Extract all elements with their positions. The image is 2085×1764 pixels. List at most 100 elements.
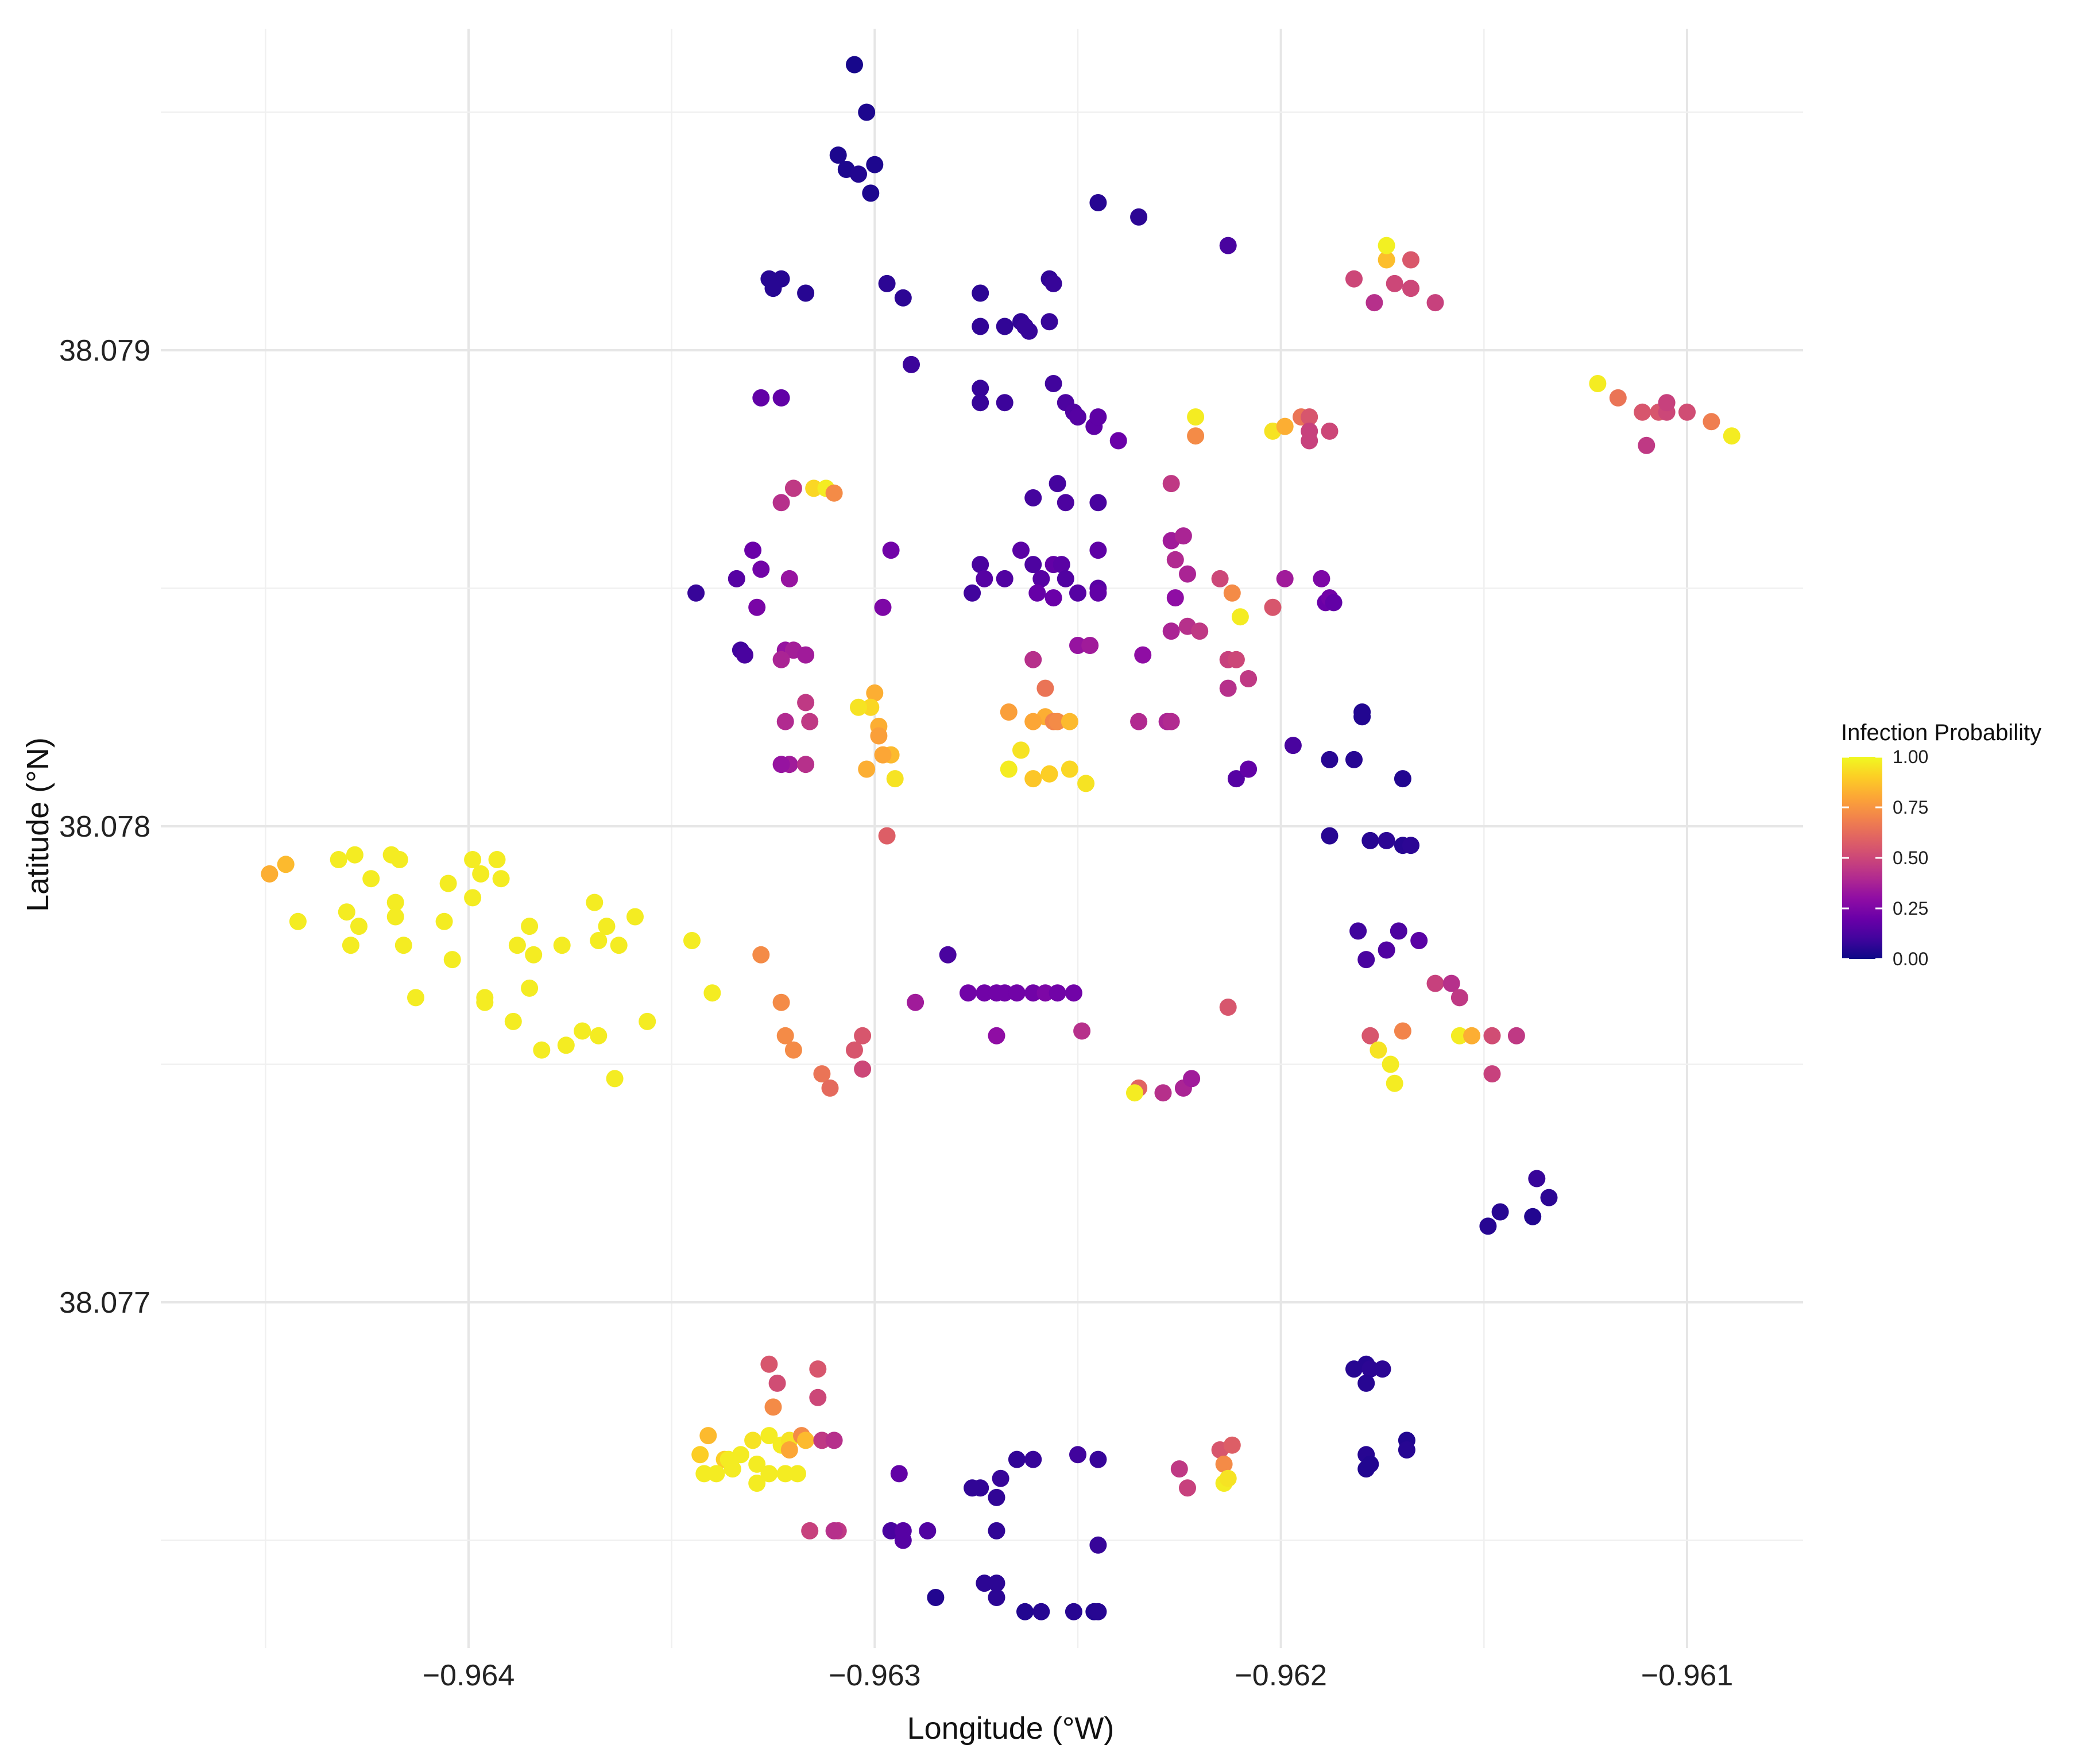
data-point [1170, 1460, 1188, 1478]
data-point [772, 993, 790, 1011]
data-point [350, 918, 368, 935]
data-point [1528, 1170, 1546, 1187]
data-point [829, 146, 847, 164]
data-point [996, 394, 1014, 412]
data-point [768, 1374, 786, 1392]
data-point [972, 380, 989, 397]
data-point [476, 989, 494, 1007]
data-point [772, 651, 790, 668]
data-point [1166, 551, 1184, 568]
data-point [261, 865, 278, 883]
data-point [1540, 1189, 1558, 1206]
data-point [1008, 984, 1026, 1002]
data-point [1325, 594, 1343, 612]
data-point [1073, 1022, 1091, 1040]
data-point [825, 484, 843, 502]
data-point [1378, 941, 1395, 959]
data-point [882, 541, 900, 559]
data-point [1069, 637, 1086, 654]
data-point [1723, 427, 1740, 445]
data-point [890, 1465, 908, 1483]
data-point [1365, 294, 1383, 312]
data-point [1382, 1055, 1399, 1073]
data-point [386, 908, 404, 926]
x-tick-label: −0.963 [829, 1659, 921, 1692]
data-point [508, 937, 526, 954]
data-point [972, 1479, 989, 1497]
data-point [748, 598, 766, 616]
data-point [813, 1065, 831, 1083]
data-point [1410, 932, 1428, 949]
data-point [724, 1460, 741, 1478]
data-point [776, 713, 794, 730]
legend-tick-label: 0.00 [1893, 949, 1928, 969]
data-point [813, 1432, 831, 1449]
data-point [439, 875, 457, 892]
data-point [606, 1070, 624, 1088]
data-point [1386, 1074, 1403, 1092]
data-point [435, 912, 453, 930]
data-point [996, 570, 1014, 587]
data-point [699, 1427, 717, 1445]
data-point [1211, 570, 1229, 587]
data-point [988, 1488, 1005, 1506]
data-point [590, 1027, 608, 1045]
data-point [764, 280, 782, 297]
legend-tick-label: 0.50 [1893, 848, 1928, 868]
data-point [1394, 1022, 1411, 1040]
data-point [1024, 713, 1042, 730]
data-point [1089, 494, 1107, 512]
data-point [1321, 751, 1339, 768]
data-point [862, 184, 880, 202]
data-point [1061, 760, 1078, 778]
data-point [443, 951, 461, 969]
data-point [691, 1446, 709, 1464]
data-point [338, 903, 355, 921]
data-point [1321, 827, 1339, 845]
data-point [488, 851, 506, 868]
data-point [919, 1522, 937, 1539]
y-axis-tick-labels: 38.077 38.078 38.079 [59, 334, 150, 1320]
data-point [776, 1465, 794, 1483]
data-point [1219, 999, 1237, 1016]
x-tick-label: −0.961 [1641, 1659, 1734, 1692]
data-point [1450, 989, 1468, 1007]
data-point [878, 274, 896, 292]
data-point [825, 1522, 843, 1539]
data-point [362, 870, 380, 888]
data-point [1634, 403, 1651, 421]
data-point [1223, 1436, 1241, 1454]
data-point [1126, 1084, 1143, 1102]
data-point [1024, 770, 1042, 788]
data-point [784, 479, 802, 497]
y-tick-label: 38.077 [59, 1286, 150, 1320]
data-point [533, 1041, 551, 1059]
data-point [1638, 436, 1655, 454]
data-point [1264, 598, 1282, 616]
data-point [1179, 565, 1196, 583]
data-point [854, 1060, 872, 1078]
data-point [492, 870, 510, 888]
data-point [1370, 1041, 1387, 1059]
data-point [703, 984, 721, 1002]
data-point [764, 1398, 782, 1416]
legend-tick-labels: 1.00 0.75 0.50 0.25 0.00 [1842, 746, 1928, 969]
data-point [1386, 274, 1403, 292]
data-point [586, 893, 604, 911]
data-point [850, 698, 867, 716]
x-tick-label: −0.964 [423, 1659, 515, 1692]
data-point [866, 156, 884, 173]
x-tick-label: −0.962 [1235, 1659, 1327, 1692]
data-point [801, 1522, 819, 1539]
data-point [1463, 1027, 1481, 1045]
data-point [1089, 541, 1107, 559]
data-point [521, 918, 539, 935]
data-point [1390, 922, 1407, 940]
legend-tick-label: 1.00 [1893, 746, 1928, 767]
data-point [797, 284, 815, 302]
data-point [1053, 556, 1070, 574]
data-point [1032, 570, 1050, 587]
data-point [1040, 765, 1058, 783]
data-point [760, 1355, 778, 1373]
data-point [557, 1036, 575, 1054]
